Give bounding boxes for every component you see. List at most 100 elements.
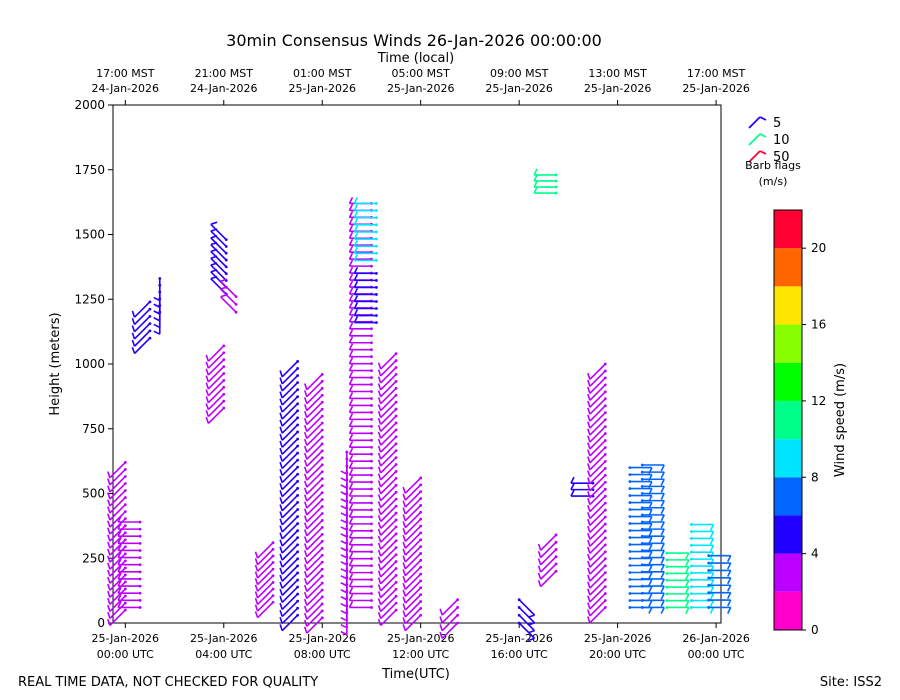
barb-flag bbox=[709, 544, 715, 552]
barb-staff bbox=[380, 443, 397, 460]
colorbar-label: Wind speed (m/s) bbox=[833, 363, 848, 477]
barb-staff bbox=[281, 403, 299, 420]
barb-dot bbox=[138, 570, 142, 574]
top-tick-time: 01:00 MST bbox=[293, 67, 352, 80]
barb-staff bbox=[306, 471, 323, 488]
profile-h16 bbox=[517, 598, 536, 642]
barb-flag bbox=[726, 592, 732, 600]
barb-dot bbox=[603, 453, 607, 456]
colorbar-tick-label: 20 bbox=[811, 241, 826, 255]
barb-staff bbox=[380, 415, 397, 432]
barb-dot bbox=[374, 314, 378, 317]
barb-dot bbox=[394, 393, 398, 397]
top-tick-date: 25-Jan-2026 bbox=[485, 82, 553, 95]
barb-flag bbox=[377, 459, 382, 467]
barb-flag bbox=[353, 288, 359, 295]
barb-dot bbox=[554, 191, 558, 195]
barb-flag bbox=[587, 449, 591, 457]
barb-dot bbox=[370, 543, 373, 547]
barb-dot bbox=[394, 553, 398, 557]
barb-flag bbox=[340, 498, 348, 503]
barb-dot bbox=[628, 571, 632, 574]
barb-dot bbox=[603, 522, 607, 526]
barb-staff bbox=[257, 601, 274, 619]
barb-flag bbox=[709, 607, 715, 614]
barb-flag bbox=[279, 419, 283, 427]
barb-dot bbox=[370, 508, 373, 512]
barb-flag bbox=[153, 310, 161, 315]
top-axis-label: Time (local) bbox=[377, 51, 454, 66]
barb-flag bbox=[340, 491, 348, 496]
barb-flag bbox=[117, 572, 122, 580]
barb-staff bbox=[589, 412, 606, 429]
barb-flag bbox=[348, 336, 354, 344]
barb-flag bbox=[726, 584, 732, 592]
barb-dot bbox=[271, 581, 275, 584]
barb-dot bbox=[271, 587, 275, 591]
barb-flag bbox=[377, 438, 382, 446]
barb-flag bbox=[348, 371, 354, 378]
barb-flag bbox=[348, 315, 354, 323]
barb-flag bbox=[533, 180, 538, 188]
barb-flag bbox=[303, 383, 308, 391]
barb-flag bbox=[348, 587, 354, 594]
barb-dot bbox=[296, 360, 300, 363]
barb-dot bbox=[370, 383, 373, 386]
barb-flag bbox=[353, 225, 359, 233]
barb-staff bbox=[109, 511, 126, 528]
barb-flag bbox=[726, 562, 732, 570]
x-tick-time: 04:00 UTC bbox=[195, 648, 252, 661]
barb-staff bbox=[210, 244, 227, 261]
y-tick-label: 1250 bbox=[74, 292, 105, 306]
x-tick-date: 25-Jan-2026 bbox=[584, 632, 652, 645]
barb-flag bbox=[254, 604, 259, 612]
barb-staff bbox=[404, 525, 422, 542]
barb-dot bbox=[374, 216, 378, 220]
barb-staff bbox=[589, 398, 606, 415]
barb-staff bbox=[404, 539, 422, 556]
barb-flag bbox=[660, 542, 665, 550]
barb-flag bbox=[340, 470, 348, 475]
barb-flag bbox=[279, 370, 283, 378]
barb-dot bbox=[138, 606, 142, 609]
barb-staff bbox=[281, 530, 299, 547]
barb-dot bbox=[603, 494, 607, 498]
barb-flag bbox=[439, 631, 443, 639]
top-tick-time: 05:00 MST bbox=[391, 67, 450, 80]
barb-flag bbox=[348, 503, 354, 511]
barb-staff bbox=[207, 407, 225, 424]
barb-flag bbox=[340, 602, 348, 608]
barb-staff bbox=[257, 588, 274, 606]
colorbar-segment bbox=[774, 286, 802, 325]
barb-flag bbox=[279, 518, 283, 526]
barb-flag bbox=[107, 513, 111, 521]
barb-dot bbox=[370, 404, 373, 407]
barb-flag bbox=[348, 433, 354, 441]
barb-dot bbox=[419, 613, 423, 617]
barb-flag bbox=[648, 565, 653, 572]
barb-dot bbox=[296, 501, 300, 504]
barb-flag bbox=[117, 515, 122, 523]
barb-dot bbox=[419, 490, 423, 494]
barb-flag bbox=[303, 571, 308, 578]
barb-dot bbox=[138, 541, 142, 545]
barb-flag bbox=[348, 231, 354, 239]
profile-h04 bbox=[205, 344, 226, 424]
barb-dot bbox=[665, 572, 669, 575]
barb-flag bbox=[709, 600, 715, 607]
barb-dot bbox=[123, 545, 127, 549]
barb-dot bbox=[370, 599, 373, 602]
barb-dot bbox=[320, 435, 324, 439]
barb-dot bbox=[234, 310, 238, 314]
barb-flag bbox=[587, 435, 591, 443]
colorbar-segment bbox=[774, 362, 802, 401]
barb-flag bbox=[570, 489, 575, 497]
barb-dot bbox=[394, 587, 398, 591]
barb-dot bbox=[374, 259, 378, 262]
barb-dot bbox=[394, 580, 398, 584]
barb-dot bbox=[370, 606, 373, 609]
barb-staff bbox=[380, 574, 397, 592]
barb-dot bbox=[394, 442, 398, 446]
barb-dot bbox=[419, 606, 423, 610]
barb-flag bbox=[340, 582, 348, 587]
